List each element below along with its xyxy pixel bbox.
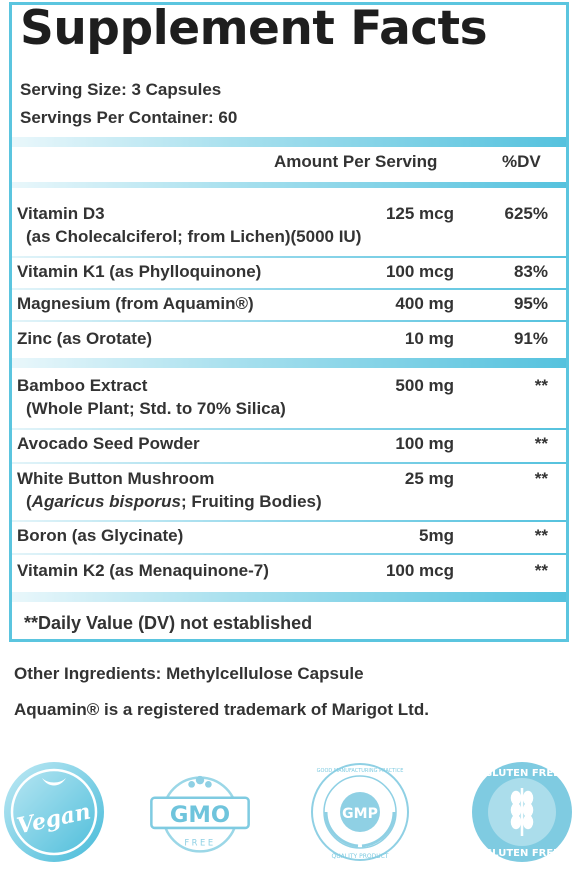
row-divider [12,320,566,322]
row-divider [12,428,566,430]
ingredient-dv: ** [534,561,548,580]
nutrient-name: Vitamin K1 (as Phylloquinone) [17,262,262,281]
divider-thick [12,592,566,602]
serving-size: Serving Size: 3 Capsules [20,80,222,99]
vegan-badge-icon: Vegan [4,762,104,862]
panel-title: Supplement Facts [20,1,488,56]
gmp-bottom-text: QUALITY PRODUCT [332,853,389,860]
ingredient-source: (Agaricus bisporus; Fruiting Bodies) [26,492,322,511]
ingredient-name: Vitamin K2 (as Menaquinone-7) [17,561,269,580]
ingredient-amount: 100 mg [395,434,454,453]
ingredient-name: Bamboo Extract [17,376,148,395]
servings-per-container: Servings Per Container: 60 [20,108,238,127]
ingredient-dv: ** [534,526,548,545]
divider-medium [12,182,566,188]
nutrient-amount: 10 mg [404,329,454,348]
dv-header: %DV [502,152,541,171]
amount-header: Amount Per Serving [274,152,438,171]
ingredient-dv: ** [534,376,548,395]
row-divider [12,256,566,258]
gmo-free-badge-icon: GMO FREE [150,775,250,853]
row-divider [12,520,566,522]
nutrient-name: Vitamin D3 [17,204,105,223]
ingredient-name: Boron (as Glycinate) [17,526,184,545]
ingredient-amount: 25 mg [404,469,454,488]
trademark-note: Aquamin® is a registered trademark of Ma… [14,700,429,719]
nutrient-dv: 91% [513,329,548,348]
ingredient-source: (Whole Plant; Std. to 70% Silica) [26,399,286,418]
other-ingredients: Other Ingredients: Methylcellulose Capsu… [14,664,364,683]
supplement-facts-panel: Supplement Facts Serving Size: 3 Capsule… [9,1,569,642]
gmp-badge-icon: GMP GOOD MANUFACTURING PRACTICE QUALITY … [311,763,409,861]
footnote: **Daily Value (DV) not established [24,613,313,633]
row-divider [12,553,566,555]
gmp-text: GMP [342,806,378,822]
divider-thick [12,358,566,368]
nutrient-amount: 125 mcg [385,204,454,223]
gmp-top-text: GOOD MANUFACTURING PRACTICE [317,768,404,774]
ingredient-dv: ** [534,434,548,453]
gluten-top-text: GLUTEN FREE [484,768,560,779]
row-divider [12,288,566,290]
ingredient-amount: 5mg [419,526,454,545]
gluten-bottom-text: GLUTEN FREE [484,848,560,859]
nutrient-dv: 625% [504,204,548,223]
nutrient-source: (as Cholecalciferol; from Lichen)(5000 I… [26,227,362,246]
nutrient-amount: 400 mg [395,294,454,313]
ingredient-amount: 500 mg [395,376,454,395]
gmo-free-text: FREE [184,838,215,848]
row-divider [12,462,566,464]
nutrient-name: Magnesium (from Aquamin®) [17,294,254,313]
gmo-text: GMO [170,802,230,828]
gluten-free-badge-icon: GLUTEN FREE GLUTEN FREE [472,762,572,862]
ingredient-name: White Button Mushroom [17,469,215,488]
ingredient-amount: 100 mcg [385,561,454,580]
divider-thick [12,137,566,147]
ingredient-name: Avocado Seed Powder [17,434,200,453]
species-name: Agaricus bisporus [31,492,181,511]
ingredient-dv: ** [534,469,548,488]
nutrient-name: Zinc (as Orotate) [17,329,153,348]
nutrient-dv: 95% [513,294,548,313]
nutrient-amount: 100 mcg [385,262,454,281]
nutrient-dv: 83% [513,262,548,281]
